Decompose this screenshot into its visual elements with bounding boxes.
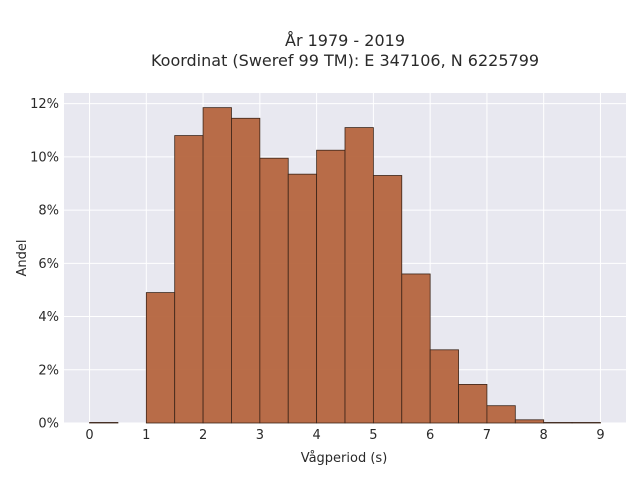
x-axis-ticks: 0 1 2 3 4 5 6 7 8 9 bbox=[85, 428, 604, 443]
x-axis-label: Vågperiod (s) bbox=[301, 451, 388, 466]
x-tick-label: 8 bbox=[540, 428, 548, 443]
x-tick-label: 2 bbox=[199, 428, 207, 443]
histogram-bar bbox=[429, 349, 459, 424]
y-tick-label: 0% bbox=[38, 417, 59, 432]
histogram-bar bbox=[89, 422, 119, 424]
x-tick-label: 5 bbox=[369, 428, 377, 443]
histogram-bar bbox=[401, 273, 431, 424]
histogram-bar bbox=[231, 117, 261, 424]
histogram-bar bbox=[259, 157, 289, 424]
y-tick-label: 12% bbox=[30, 97, 59, 112]
histogram-bars bbox=[89, 107, 601, 424]
histogram-bar bbox=[145, 292, 176, 424]
chart-title-line-2: Koordinat (Sweref 99 TM): E 347106, N 62… bbox=[151, 51, 539, 70]
y-axis-ticks: 0% 2% 4% 6% 8% 10% 12% bbox=[30, 97, 59, 431]
histogram-bar bbox=[458, 384, 488, 424]
x-tick-label: 1 bbox=[142, 428, 150, 443]
histogram-bar bbox=[316, 149, 346, 424]
histogram-bar bbox=[202, 107, 232, 424]
histogram-bar bbox=[543, 422, 573, 424]
x-tick-label: 7 bbox=[483, 428, 491, 443]
y-tick-label: 8% bbox=[38, 204, 59, 219]
x-tick-label: 9 bbox=[596, 428, 604, 443]
y-tick-label: 2% bbox=[38, 363, 59, 378]
histogram-bar bbox=[571, 422, 601, 424]
histogram-bar bbox=[514, 419, 545, 424]
histogram-bar bbox=[372, 175, 403, 424]
x-tick-label: 0 bbox=[85, 428, 93, 443]
x-tick-label: 6 bbox=[426, 428, 434, 443]
histogram-bar bbox=[486, 405, 516, 424]
histogram-bar bbox=[174, 135, 204, 424]
y-tick-label: 10% bbox=[30, 150, 59, 165]
x-tick-label: 3 bbox=[256, 428, 264, 443]
chart-title-line-1: År 1979 - 2019 bbox=[285, 31, 405, 50]
y-tick-label: 4% bbox=[38, 310, 59, 325]
y-axis-label: Andel bbox=[15, 240, 30, 277]
histogram-bar bbox=[287, 173, 318, 424]
histogram-bar bbox=[344, 127, 374, 424]
x-tick-label: 4 bbox=[312, 428, 320, 443]
y-tick-label: 6% bbox=[38, 257, 59, 272]
